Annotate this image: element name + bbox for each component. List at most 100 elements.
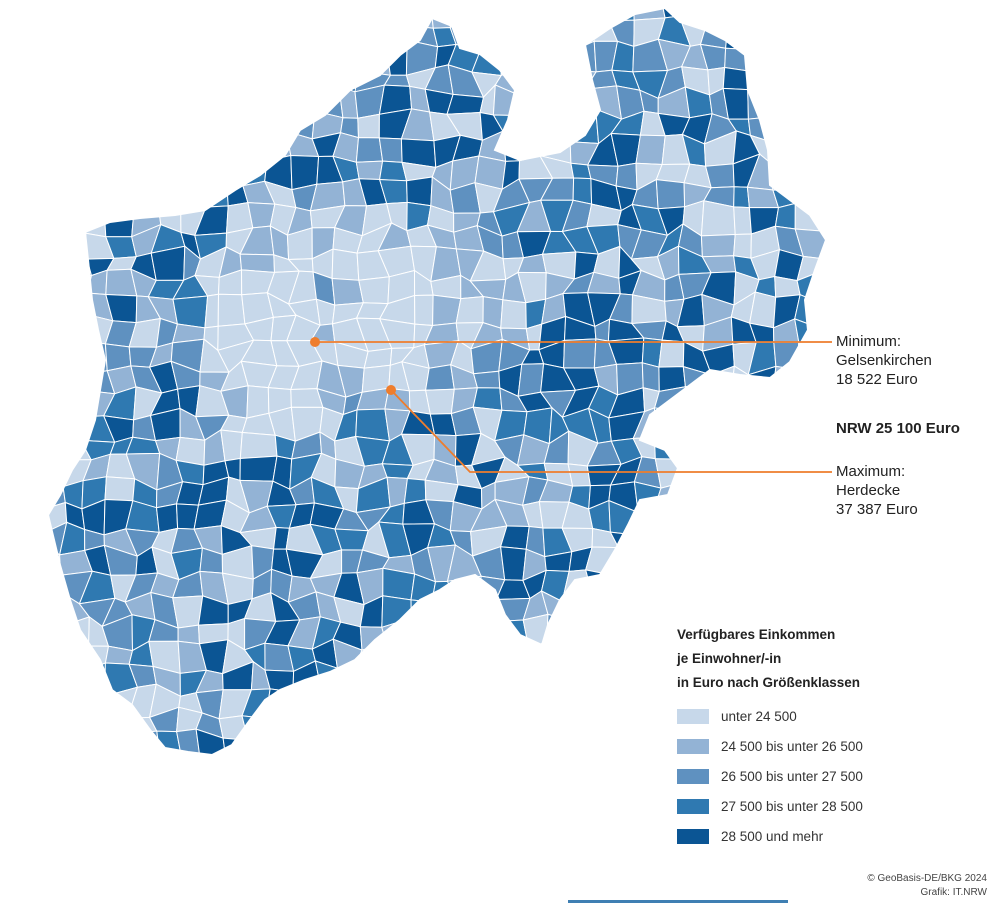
municipality-cell: [48, 39, 64, 67]
municipality-cell: [613, 546, 634, 577]
municipality-cell: [706, 411, 731, 440]
municipality-cell: [615, 162, 638, 191]
municipality-cell: [48, 574, 63, 596]
municipality-cell: [48, 323, 71, 346]
municipality-cell: [522, 613, 549, 652]
municipality-cell: [451, 762, 474, 783]
municipality-cell: [548, 762, 574, 788]
municipality-cell: [384, 736, 408, 755]
municipality-cell: [472, 751, 499, 755]
municipality-cell: [657, 526, 685, 558]
municipality-cell: [792, 523, 826, 554]
legend-label: 26 500 bis unter 27 500: [721, 768, 863, 784]
municipality-cell: [748, 48, 777, 73]
municipality-cell: [48, 133, 69, 165]
municipality-cell: [772, 386, 807, 422]
municipality-cell: [848, 0, 865, 25]
municipality-cell: [102, 135, 140, 166]
municipality-cell: [333, 8, 369, 28]
municipality-cell: [195, 176, 229, 208]
municipality-cell: [516, 730, 551, 755]
municipality-cell: [844, 554, 874, 582]
municipality-cell: [79, 113, 107, 145]
municipality-cell: [592, 623, 619, 646]
municipality-cell: [700, 233, 736, 258]
municipality-cell: [384, 642, 416, 671]
municipality-cell: [310, 710, 338, 737]
municipality-cell: [804, 429, 826, 463]
municipality-cell: [733, 233, 752, 259]
municipality-cell: [61, 64, 93, 91]
municipality-cell: [403, 734, 436, 755]
municipality-cell: [772, 568, 802, 603]
municipality-cell: [632, 753, 668, 755]
municipality-cell: [793, 365, 826, 399]
municipality-cell: [706, 505, 734, 529]
municipality-cell: [517, 115, 547, 143]
municipality-cell: [177, 44, 201, 66]
municipality-cell: [249, 756, 276, 786]
municipality-cell: [570, 708, 590, 740]
municipality-cell: [569, 682, 590, 711]
municipality-cell: [821, 255, 826, 273]
municipality-cell: [796, 91, 824, 118]
municipality-cell: [450, 736, 474, 755]
municipality-cell: [83, 61, 108, 91]
municipality-cell: [354, 737, 392, 755]
municipality-cell: [779, 548, 803, 571]
municipality-cell: [130, 114, 162, 138]
municipality-cell: [403, 477, 427, 505]
municipality-cell: [519, 43, 545, 68]
municipality-cell: [378, 137, 403, 163]
municipality-cell: [128, 20, 157, 53]
municipality-cell: [408, 642, 432, 672]
municipality-cell: [57, 385, 82, 419]
municipality-cell: [177, 624, 201, 645]
municipality-cell: [449, 8, 473, 29]
municipality-cell: [156, 177, 182, 212]
maximum-name: Herdecke: [836, 482, 901, 499]
municipality-cell: [181, 62, 203, 95]
municipality-cell: [355, 137, 384, 163]
municipality-cell: [608, 616, 643, 647]
municipality-cell: [179, 8, 202, 30]
municipality-cell: [446, 93, 485, 115]
maximum-label: Maximum:: [836, 463, 906, 480]
municipality-cell: [239, 132, 268, 162]
municipality-cell: [702, 594, 730, 623]
municipality-cell: [733, 186, 750, 209]
municipality-cell: [653, 407, 692, 439]
municipality-cell: [472, 387, 503, 411]
municipality-cell: [57, 369, 85, 391]
municipality-cell: [428, 600, 458, 628]
municipality-cell: [797, 8, 821, 30]
municipality-cell: [56, 616, 90, 647]
municipality-cell: [154, 155, 182, 180]
municipality-cell: [496, 667, 526, 695]
municipality-cell: [287, 691, 324, 721]
municipality-cell: [841, 158, 871, 188]
municipality-cell: [585, 662, 622, 692]
municipality-cell: [61, 224, 88, 260]
municipality-cell: [216, 20, 254, 50]
municipality-cell: [198, 130, 227, 159]
municipality-cell: [64, 133, 90, 166]
municipality-cell: [221, 45, 254, 73]
legend-label: 24 500 bis unter 26 500: [721, 738, 863, 754]
municipality-cell: [635, 134, 666, 166]
municipality-cell: [180, 178, 207, 208]
municipality-cell: [844, 294, 867, 321]
municipality-cell: [310, 8, 347, 28]
municipality-cell: [331, 248, 360, 281]
credits: © GeoBasis-DE/BKG 2024 Grafik: IT.NRW: [867, 872, 987, 900]
municipality-cell: [750, 459, 773, 487]
municipality-cell: [170, 754, 201, 755]
municipality-cell: [263, 27, 300, 54]
municipality-cell: [87, 683, 106, 719]
municipality-cell: [310, 693, 338, 721]
municipality-cell: [816, 524, 826, 560]
municipality-cell: [48, 276, 65, 305]
municipality-cell: [617, 641, 639, 668]
municipality-cell: [239, 455, 278, 482]
municipality-cell: [708, 521, 734, 558]
